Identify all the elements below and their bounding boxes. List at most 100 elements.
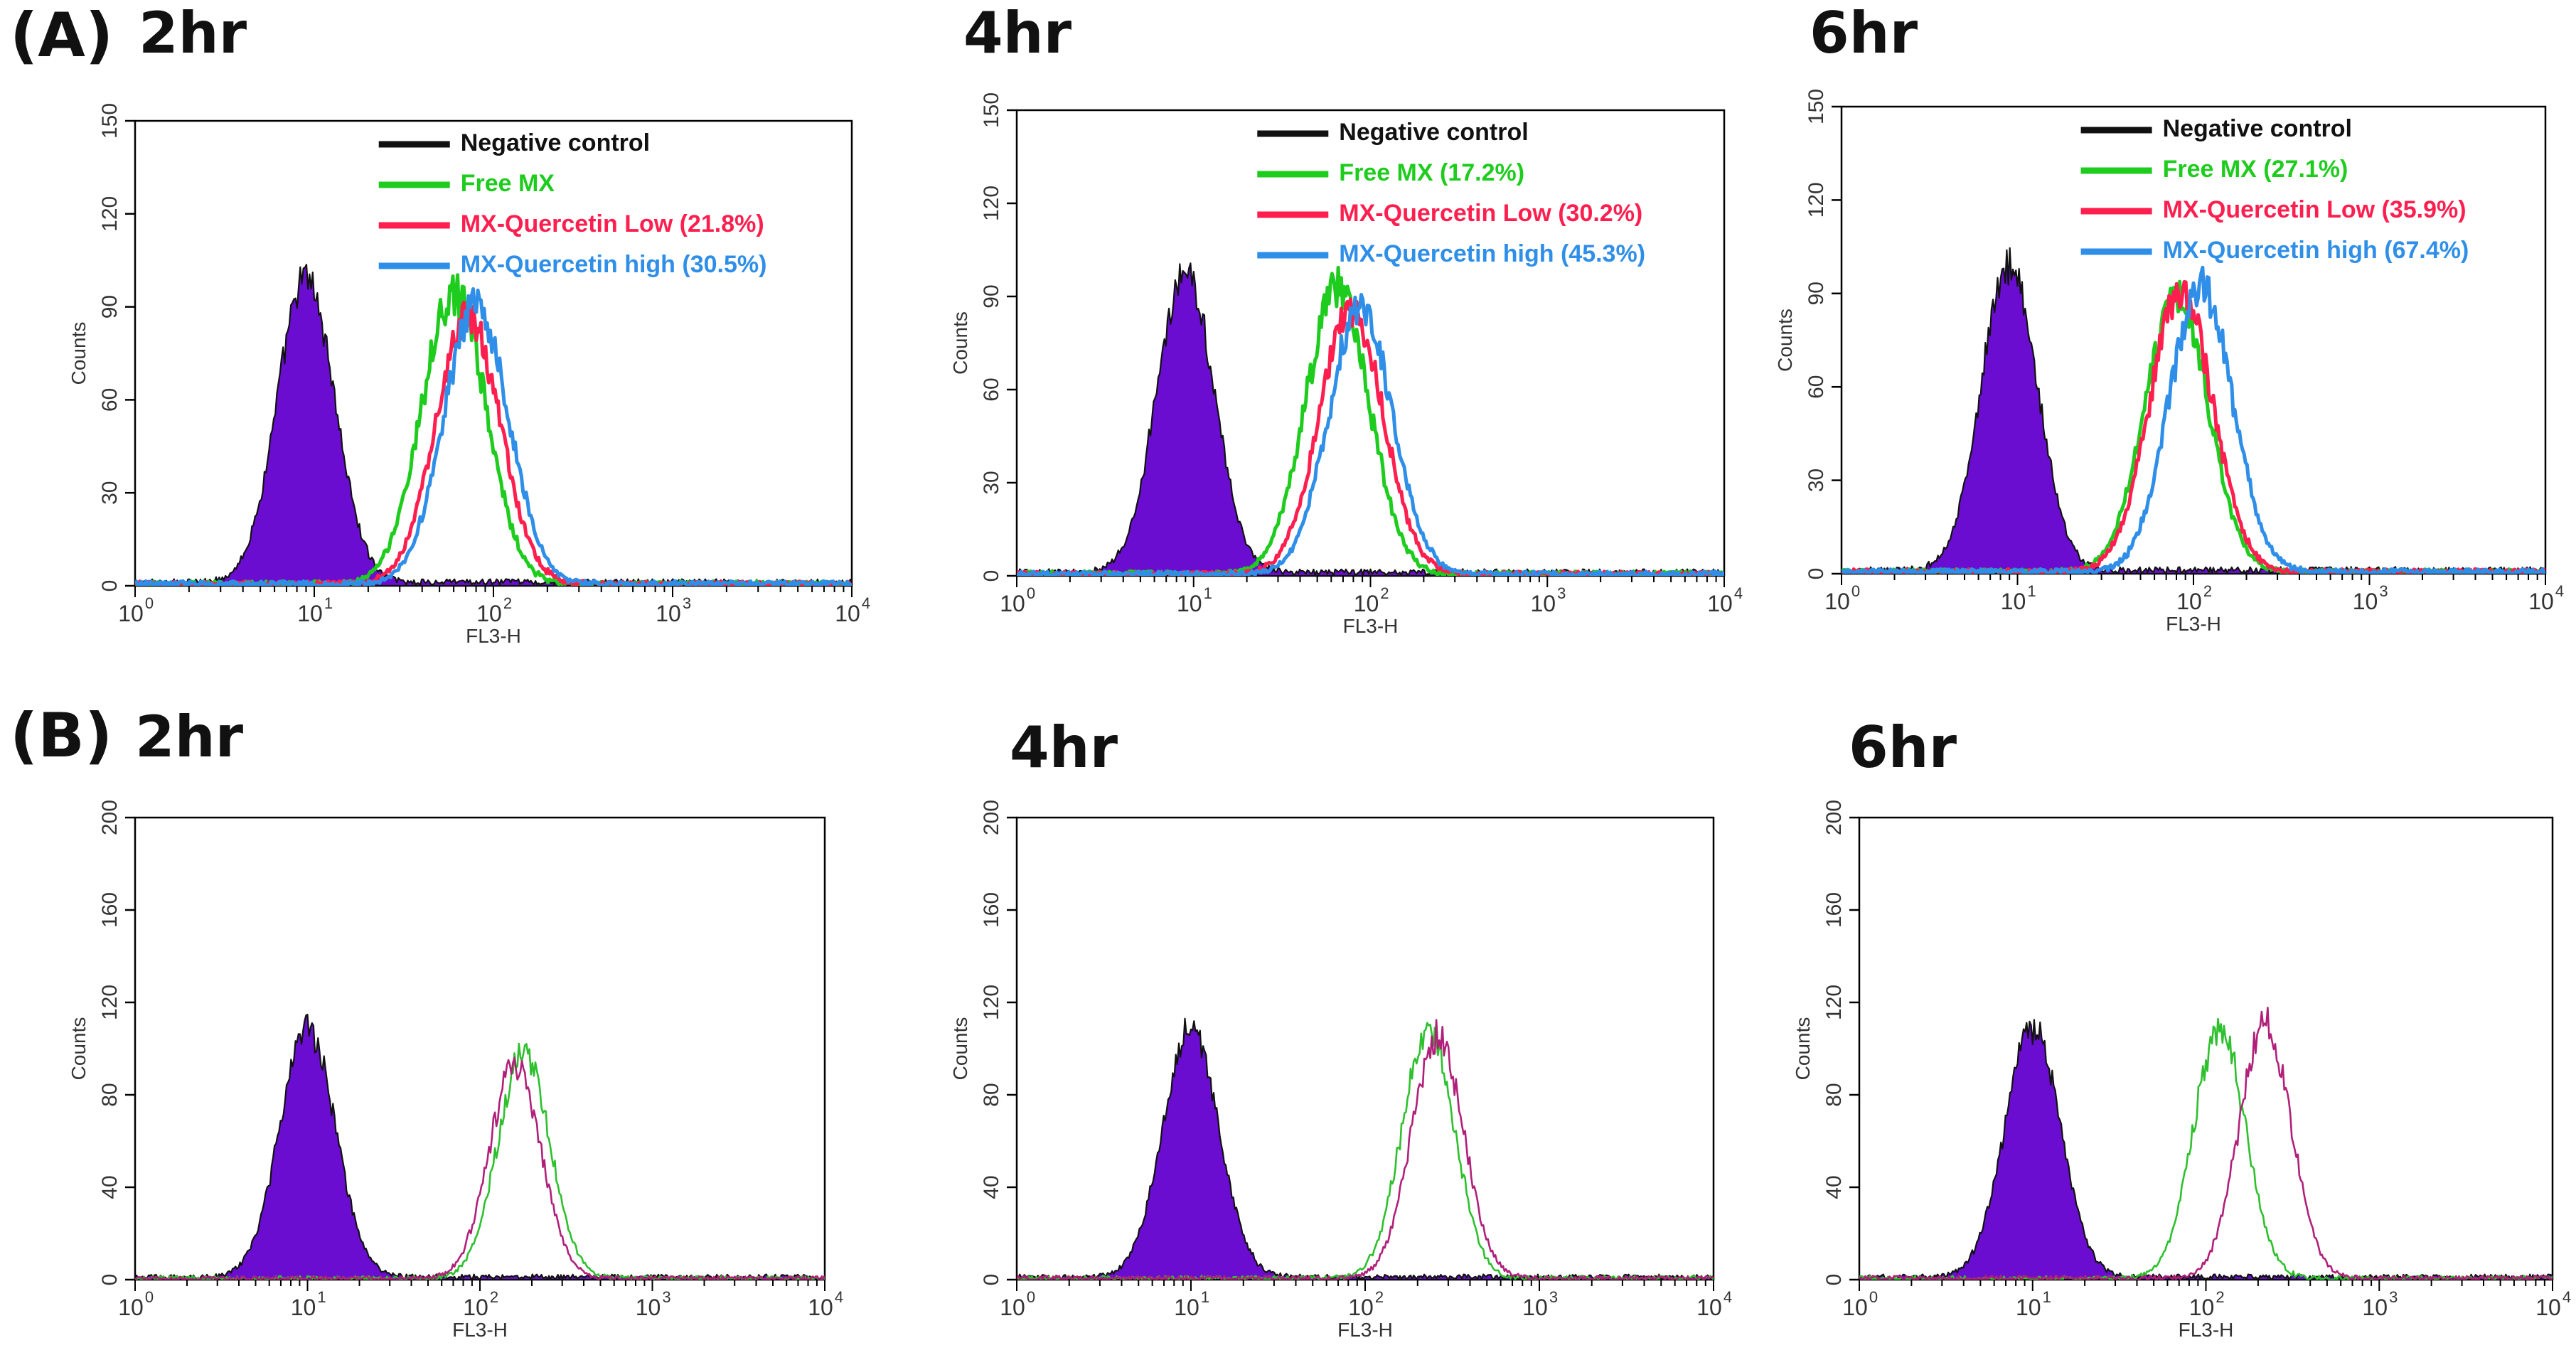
x-tick-label-exponent: 2: [1375, 1288, 1384, 1306]
x-tick-label: 10: [463, 1295, 488, 1320]
y-tick-label: 120: [980, 985, 1003, 1020]
x-tick-label-exponent: 3: [662, 1288, 670, 1306]
histogram-negative-control: [1859, 1019, 2553, 1280]
y-axis-title: Counts: [68, 322, 90, 385]
y-tick-label: 60: [980, 378, 1003, 401]
y-tick-label: 90: [98, 295, 122, 318]
x-tick-label: 10: [1174, 1295, 1199, 1320]
x-axis-title: FL3-H: [1343, 615, 1399, 637]
legend-label: MX-Quercetin Low (30.2%): [1339, 200, 1642, 227]
x-axis-title: FL3-H: [2166, 613, 2221, 635]
x-tick-label-exponent: 3: [1549, 1288, 1558, 1306]
y-tick-label: 120: [1805, 182, 1828, 218]
x-tick-label-exponent: 2: [490, 1288, 498, 1306]
x-tick-label-exponent: 4: [1723, 1288, 1732, 1306]
time-label-b-4hr: 4hr: [1010, 714, 1118, 781]
x-tick-label: 10: [2528, 589, 2554, 614]
y-tick-label: 40: [1822, 1175, 1846, 1199]
y-axis-title: Counts: [949, 1017, 971, 1081]
y-tick-label: 80: [1822, 1083, 1846, 1106]
histogram-mx-quercetin-high: [135, 287, 852, 586]
x-tick-label: 10: [2016, 1295, 2041, 1320]
x-tick-label-exponent: 3: [1557, 584, 1566, 602]
histogram-free-mx: [1842, 279, 2545, 574]
histogram-magenta: [1859, 1007, 2553, 1280]
x-tick-label: 10: [1348, 1295, 1374, 1320]
y-tick-label: 0: [98, 1274, 122, 1286]
y-tick-label: 120: [980, 186, 1003, 221]
x-tick-label: 10: [1696, 1295, 1722, 1320]
y-tick-label: 0: [1822, 1274, 1846, 1286]
y-tick-label: 90: [1805, 282, 1828, 305]
histogram-mx-quercetin-high: [1842, 265, 2545, 574]
x-tick-label: 10: [118, 1295, 144, 1320]
x-tick-label: 10: [118, 601, 144, 626]
legend-label: MX-Quercetin high (30.5%): [461, 251, 767, 278]
plot-frame: [1858, 816, 2554, 1281]
y-tick-label: 90: [980, 284, 1003, 308]
x-tick-label-exponent: 1: [1204, 584, 1212, 602]
x-tick-label: 10: [1842, 1295, 1868, 1320]
x-tick-label: 10: [808, 1295, 833, 1320]
time-label-b-6hr: 6hr: [1849, 714, 1957, 781]
x-tick-label-exponent: 4: [835, 1288, 843, 1306]
y-axis-title: Counts: [1774, 309, 1796, 372]
y-tick-label: 200: [980, 800, 1003, 835]
histogram-green: [1017, 1022, 1714, 1280]
histogram-negative-control: [135, 1014, 825, 1280]
legend-label: MX-Quercetin Low (21.8%): [461, 210, 764, 237]
histogram-negative-control: [1017, 1017, 1714, 1280]
y-tick-label: 200: [98, 800, 122, 835]
x-tick-label: 10: [1707, 591, 1733, 616]
y-tick-label: 150: [98, 103, 122, 139]
y-tick-label: 150: [1805, 89, 1828, 124]
x-tick-label: 10: [1000, 591, 1025, 616]
x-tick-label-exponent: 4: [2555, 582, 2564, 600]
x-tick-label: 10: [2535, 1295, 2561, 1320]
plot-curves: [1017, 1017, 1714, 1280]
plot-curves: [135, 264, 852, 586]
x-tick-label: 10: [2362, 1295, 2388, 1320]
legend-label: Negative control: [2163, 115, 2352, 142]
x-tick-label-exponent: 3: [2389, 1288, 2398, 1306]
y-tick-label: 60: [98, 388, 122, 412]
legend-label: Free MX (27.1%): [2163, 156, 2348, 183]
y-tick-label: 80: [98, 1083, 122, 1106]
x-tick-label-exponent: 0: [1027, 584, 1035, 602]
x-tick-label-exponent: 4: [1734, 584, 1743, 602]
y-tick-label: 0: [980, 1274, 1003, 1286]
time-label-a-6hr: 6hr: [1810, 0, 1918, 66]
histogram-free-mx: [135, 273, 852, 586]
x-tick-label-exponent: 2: [2203, 582, 2212, 600]
time-label-a-4hr: 4hr: [963, 0, 1072, 66]
x-tick-label: 10: [2001, 589, 2026, 614]
x-tick-label-exponent: 1: [317, 1288, 326, 1306]
x-tick-label: 10: [1522, 1295, 1548, 1320]
histogram-green: [135, 1042, 825, 1280]
legend-label: Negative control: [1339, 119, 1528, 146]
y-tick-label: 120: [98, 196, 122, 232]
histogram-mx-quercetin-high: [1017, 293, 1724, 576]
y-tick-label: 80: [980, 1083, 1003, 1106]
x-axis-title: FL3-H: [2179, 1319, 2234, 1341]
x-tick-label: 10: [2176, 589, 2202, 614]
x-tick-label-exponent: 3: [2379, 582, 2388, 600]
x-tick-label-exponent: 1: [324, 594, 333, 612]
x-tick-label: 10: [835, 601, 860, 626]
y-tick-label: 40: [98, 1175, 122, 1199]
y-tick-label: 120: [1822, 985, 1846, 1020]
legend-label: MX-Quercetin Low (35.9%): [2163, 196, 2467, 223]
y-tick-label: 0: [1805, 568, 1828, 580]
x-tick-label-exponent: 1: [2043, 1288, 2051, 1306]
x-tick-label-exponent: 1: [1201, 1288, 1209, 1306]
plot-curves: [1017, 262, 1724, 576]
legend-label: Free MX: [461, 170, 555, 197]
histogram-magenta: [1017, 1019, 1714, 1280]
plot-frame: [134, 816, 826, 1281]
